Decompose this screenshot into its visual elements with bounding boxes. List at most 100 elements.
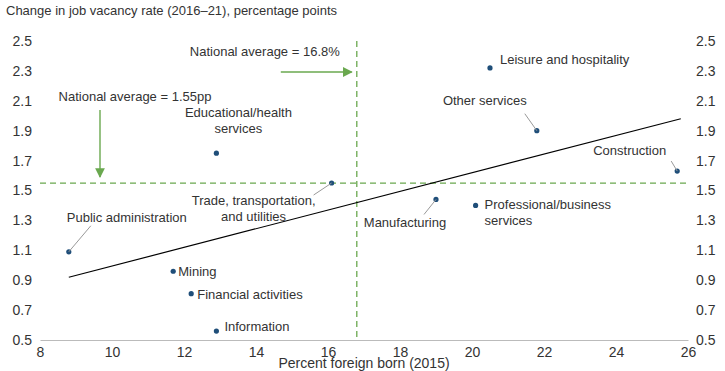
y-axis-tick-label: 2.5 [13,33,33,49]
y-axis-tick: 1.7 [13,153,40,169]
x-axis-tick-label: 22 [537,344,553,360]
x-axis-tick-label: 14 [249,344,265,360]
point-labels: Public administration Mining Financial act… [67,52,677,334]
chart: 81012141618202224260.50.70.91.11.31.51.7… [0,0,725,371]
label-leader [69,226,91,252]
y-axis-tick: 2.1 [13,93,40,109]
x-axis-tick-label: 8 [37,344,45,360]
label-leader [424,199,436,214]
point [189,291,194,296]
reference-label: National average = 1.55pp [59,89,212,104]
x-axis-line [41,340,689,341]
x-axis-tick: 12 [177,340,193,360]
y2-axis-tick: 2.1 [688,93,716,109]
trend-line [69,119,681,277]
y2-axis-tick: 1.5 [688,182,716,198]
x-axis-tick-label: 10 [105,344,121,360]
y2-axis-tick: 1.3 [688,212,716,228]
label-leader [314,183,332,195]
y2-axis-tick-label: 1.9 [696,123,716,139]
y2-axis-tick-label: 1.1 [696,242,716,258]
label-leader [525,114,537,131]
y-axis-tick-label: 1.9 [13,123,33,139]
x-axis-tick: 22 [537,340,553,360]
x-axis-tick-label: 12 [177,344,193,360]
point-label: Public administration [67,210,187,225]
reference-arrow [99,110,100,177]
reference-label: National average = 16.8% [190,44,340,59]
y-axis-line [40,42,41,341]
x-axis-tick: 24 [609,340,625,360]
y-axis-title: Change in job vacancy rate (2016–21), pe… [6,3,337,18]
annotations: National average = 16.8% National average… [59,44,352,177]
y2-axis-tick-label: 0.9 [696,272,716,288]
y-axis-tick: 0.9 [13,272,40,288]
x-axis-title: Percent foreign born (2015) [278,355,449,371]
label-leader [671,161,677,171]
y2-axis-tick: 0.9 [688,272,716,288]
x-axis-tick: 26 [681,340,697,360]
y2-axis-tick-label: 2.3 [696,63,716,79]
x-axis-tick: 14 [249,340,265,360]
y2-axis-line [688,42,689,341]
y2-axis-tick: 1.1 [688,242,716,258]
y-axis-tick-label: 2.3 [13,63,33,79]
y2-axis-tick: 2.5 [688,33,716,49]
y-axis-tick: 1.3 [13,212,40,228]
y2-axis-tick-label: 0.5 [696,332,716,348]
point-label: Construction [593,143,666,158]
y-axis-tick: 1.5 [13,182,40,198]
y2-axis: 0.5 0.7 0.9 1.1 1.3 1.5 1.7 1.9 2.1 2.3 2.5 [688,33,716,348]
y2-axis-tick-label: 1.3 [696,212,716,228]
y2-axis-tick-label: 2.5 [696,33,716,49]
point-label: Mining [178,264,216,279]
y2-axis-tick-label: 1.5 [696,182,716,198]
x-axis-tick: 10 [105,340,121,360]
point-label: Information [224,319,289,334]
y2-axis-tick-label: 0.7 [696,302,716,318]
y-axis-tick: 0.7 [13,302,40,318]
y-axis-tick-label: 0.5 [13,332,33,348]
y-axis-tick: 0.5 [13,332,40,348]
y2-axis-tick: 2.3 [688,63,716,79]
plot-area [40,41,688,340]
y-axis-tick-label: 0.7 [13,302,33,318]
y-axis-tick-label: 1.5 [13,182,33,198]
y-axis-tick: 2.5 [13,33,40,49]
point-label: Other services [443,93,527,108]
y2-axis-tick-label: 1.7 [696,153,716,169]
y-axis-tick-label: 1.1 [13,242,33,258]
y2-axis-tick: 0.7 [688,302,716,318]
point-label: Manufacturing [364,215,446,230]
point-label: Professional/businessservices [485,197,612,228]
x-axis-tick: 8 [37,340,45,360]
y-axis-tick: 1.1 [13,242,40,258]
point-label: Leisure and hospitality [500,52,630,67]
point [473,203,478,208]
y2-axis-tick: 0.5 [688,332,716,348]
y2-axis-tick: 1.9 [688,123,716,139]
point [214,328,219,333]
y-axis-tick-label: 0.9 [13,272,33,288]
y2-axis-tick: 1.7 [688,153,716,169]
reference-arrow [281,71,352,72]
x-axis-tick-label: 20 [465,344,481,360]
y2-axis-tick-label: 2.1 [696,93,716,109]
x-axis-tick: 20 [465,340,481,360]
reference-line [356,41,357,340]
y-axis-tick-label: 1.7 [13,153,33,169]
y-axis-tick-label: 1.3 [13,212,33,228]
y-axis-tick-label: 2.1 [13,93,33,109]
point [675,168,680,173]
x-axis-tick-label: 24 [609,344,625,360]
point [171,269,176,274]
x-axis-tick-label: 26 [681,344,697,360]
y-axis-tick: 1.9 [13,123,40,139]
point [214,151,219,156]
point-label: Educational/healthservices [185,105,292,136]
y-axis-tick: 2.3 [13,63,40,79]
reference-line [40,182,688,183]
y-axis: 0.5 0.7 0.9 1.1 1.3 1.5 1.7 1.9 2.1 2.3 2.5 [13,33,41,348]
point-label: Financial activities [197,287,303,302]
point [487,65,492,70]
